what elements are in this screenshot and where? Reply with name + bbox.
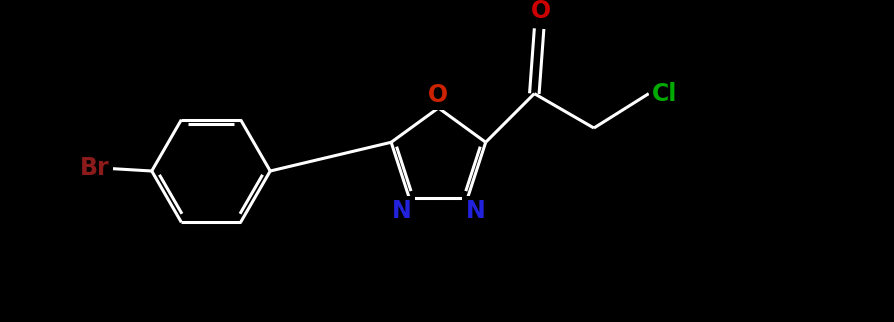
Text: N: N (392, 199, 411, 223)
Text: O: O (428, 82, 448, 107)
Text: Br: Br (80, 156, 109, 180)
Text: Cl: Cl (652, 82, 677, 106)
Text: O: O (530, 0, 551, 24)
Text: N: N (465, 199, 485, 223)
